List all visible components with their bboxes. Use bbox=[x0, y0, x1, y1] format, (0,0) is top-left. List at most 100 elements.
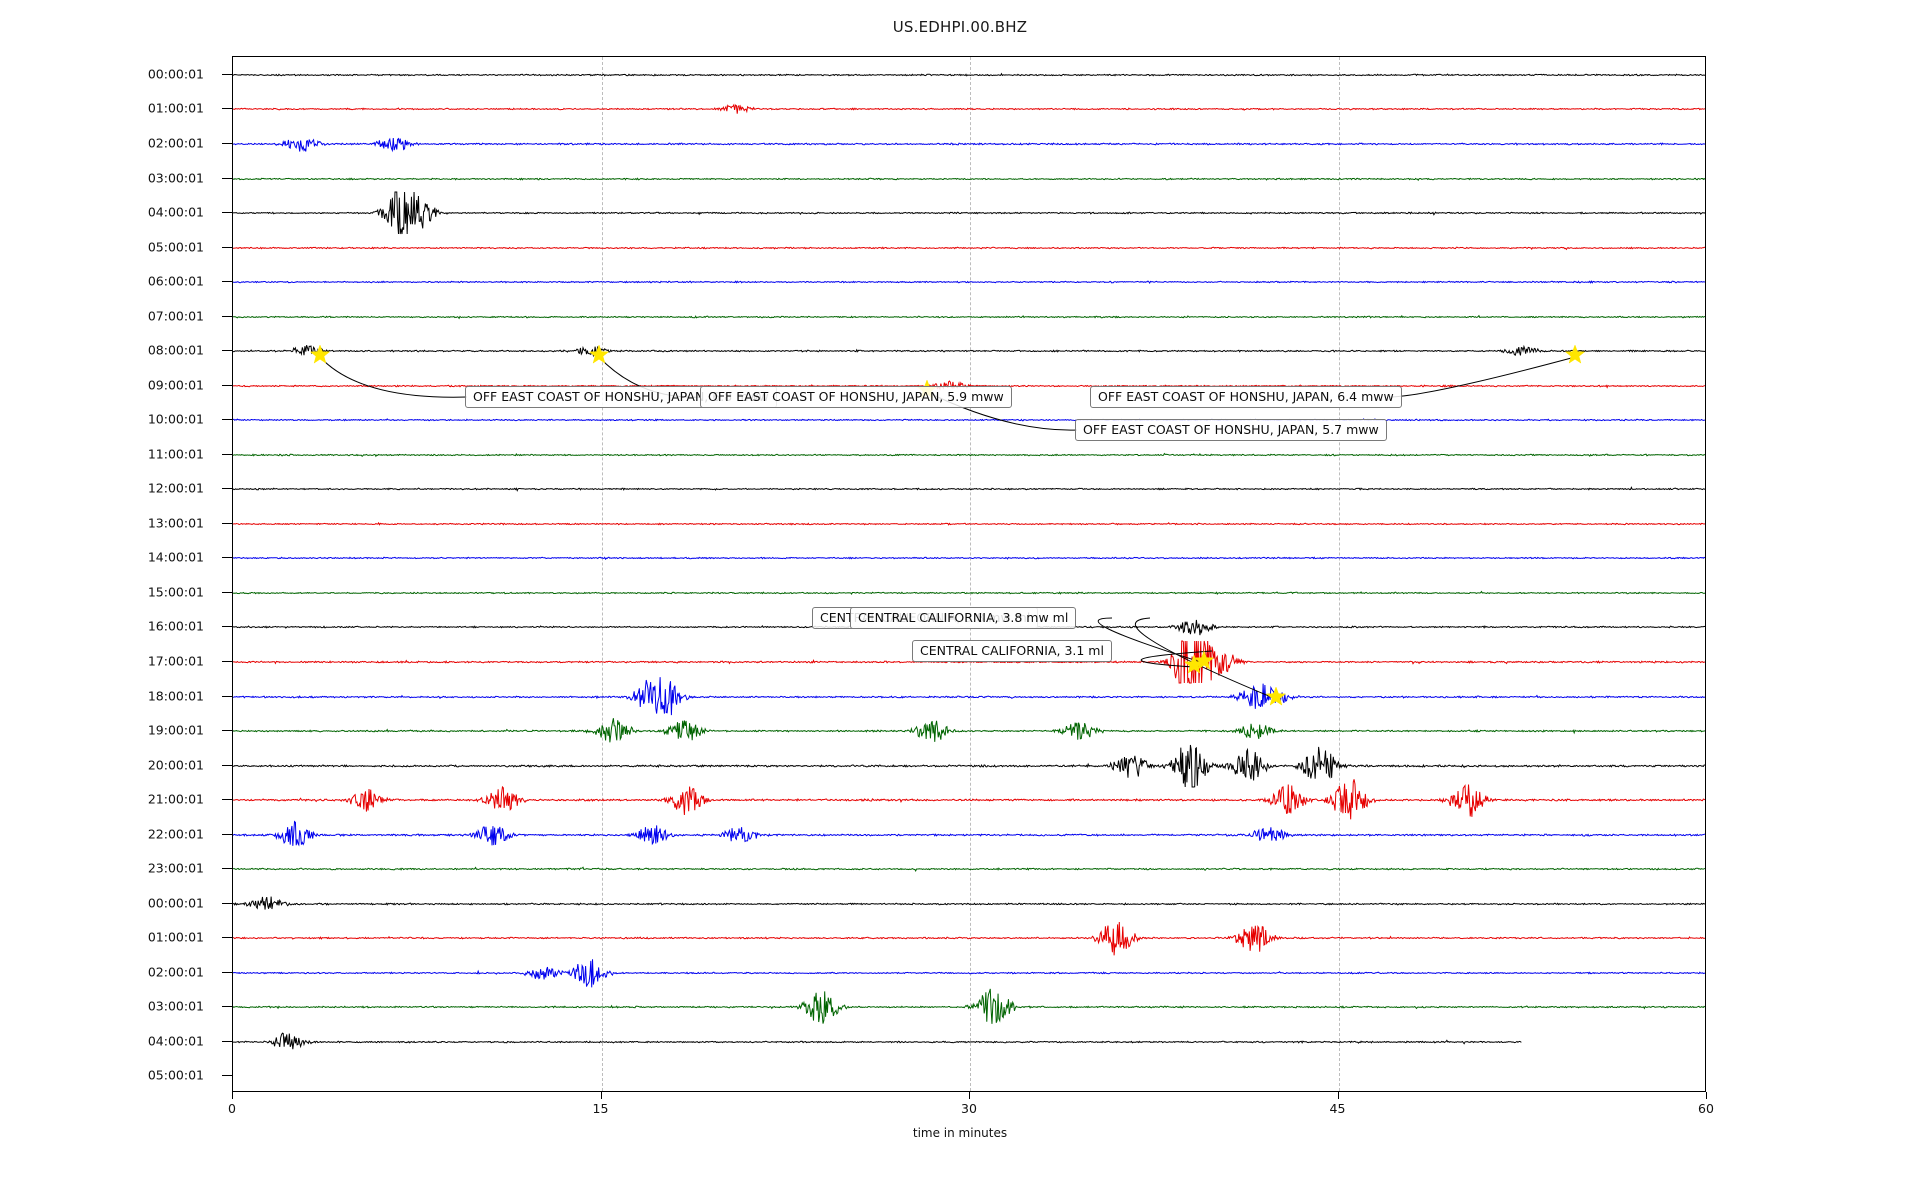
x-axis-tick bbox=[1706, 1092, 1707, 1099]
event-annotation[interactable]: OFF EAST COAST OF HONSHU, JAPAN, 5.7 mww bbox=[1075, 419, 1387, 442]
gridline-x-45 bbox=[1338, 57, 1340, 1091]
y-axis-tick-label: 02:00:01 bbox=[147, 964, 204, 980]
trace-row bbox=[233, 191, 1705, 235]
x-axis-tick-label: 45 bbox=[1329, 1101, 1346, 1116]
y-axis-tick bbox=[222, 557, 233, 559]
x-axis-tick bbox=[1337, 1092, 1339, 1099]
trace-row bbox=[233, 536, 1705, 580]
x-axis-tick-label: 30 bbox=[961, 1101, 977, 1116]
y-axis-tick-label: 04:00:01 bbox=[147, 1033, 204, 1049]
trace-row bbox=[233, 260, 1705, 304]
y-axis-tick-label: 05:00:01 bbox=[147, 239, 204, 255]
earthquake-star-icon bbox=[309, 344, 331, 370]
y-axis-tick bbox=[222, 902, 233, 904]
y-axis-tick-label: 11:00:01 bbox=[147, 446, 204, 462]
y-axis-tick bbox=[222, 350, 233, 352]
trace-row bbox=[233, 329, 1705, 373]
event-annotation[interactable]: OFF EAST COAST OF HONSHU, JAPAN, 6.8 mww bbox=[465, 386, 777, 409]
trace-row bbox=[233, 882, 1705, 926]
event-annotation[interactable]: OFF EAST COAST OF HONSHU, JAPAN, 6.4 mww bbox=[1090, 386, 1402, 409]
y-axis-tick bbox=[222, 419, 233, 421]
y-axis-tick-label: 22:00:01 bbox=[147, 826, 204, 842]
earthquake-star-icon bbox=[588, 344, 610, 370]
trace-row bbox=[233, 1020, 1705, 1064]
trace-row bbox=[233, 951, 1705, 995]
page-title: US.EDHPI.00.BHZ bbox=[892, 18, 1028, 36]
trace-row bbox=[233, 813, 1705, 857]
gridline-x-30 bbox=[970, 57, 971, 1091]
y-axis-tick bbox=[222, 384, 233, 386]
trace-row bbox=[233, 226, 1705, 270]
y-axis-tick-label: 20:00:01 bbox=[147, 757, 204, 773]
earthquake-star-icon bbox=[1564, 344, 1586, 370]
y-axis-tick bbox=[222, 695, 233, 697]
y-axis-tick-label: 12:00:01 bbox=[147, 480, 204, 496]
y-axis-tick bbox=[222, 143, 233, 145]
y-axis-tick-label: 21:00:01 bbox=[147, 791, 204, 807]
y-axis-tick bbox=[222, 971, 233, 973]
y-axis-tick-label: 03:00:01 bbox=[147, 170, 204, 186]
x-axis-tick-label: 60 bbox=[1698, 1101, 1714, 1116]
trace-row bbox=[233, 56, 1705, 97]
trace-row bbox=[233, 709, 1705, 753]
x-axis-tick-label: 15 bbox=[592, 1101, 609, 1116]
y-axis-tick-label: 00:00:01 bbox=[147, 66, 204, 82]
y-axis-tick-label: 19:00:01 bbox=[147, 722, 204, 738]
y-axis-tick bbox=[222, 212, 233, 214]
y-axis-tick bbox=[222, 488, 233, 490]
y-axis-tick-label: 23:00:01 bbox=[147, 860, 204, 876]
event-annotation[interactable]: CENTRAL CALIFORNIA, 3.1 ml bbox=[912, 640, 1112, 663]
trace-row bbox=[233, 916, 1705, 960]
trace-row bbox=[233, 675, 1705, 719]
trace-row bbox=[233, 157, 1705, 201]
y-axis-tick bbox=[222, 281, 233, 283]
trace-row bbox=[233, 502, 1705, 546]
y-axis-tick bbox=[222, 764, 233, 766]
earthquake-star-icon bbox=[1265, 686, 1287, 712]
y-axis-tick bbox=[222, 246, 233, 248]
y-axis-tick-label: 01:00:01 bbox=[147, 100, 204, 116]
y-axis-tick-label: 16:00:01 bbox=[147, 618, 204, 634]
event-annotation[interactable]: CENTRAL CALIFORNIA, 3.8 mw ml bbox=[850, 607, 1077, 630]
y-axis-tick bbox=[222, 937, 233, 939]
trace-row bbox=[233, 467, 1705, 511]
y-axis-tick bbox=[222, 73, 233, 75]
x-axis-title: time in minutes bbox=[912, 1126, 1008, 1140]
y-axis-tick-label: 06:00:01 bbox=[147, 273, 204, 289]
y-axis-tick bbox=[222, 833, 233, 835]
y-axis-tick bbox=[222, 591, 233, 593]
trace-row bbox=[233, 778, 1705, 822]
y-axis-tick-label: 17:00:01 bbox=[147, 653, 204, 669]
trace-row bbox=[233, 87, 1705, 131]
trace-row bbox=[233, 122, 1705, 166]
y-axis-tick bbox=[222, 868, 233, 870]
y-axis-tick-label: 07:00:01 bbox=[147, 308, 204, 324]
y-axis-tick-label: 10:00:01 bbox=[147, 411, 204, 427]
y-axis-tick-label: 03:00:01 bbox=[147, 998, 204, 1014]
y-axis-tick-label: 14:00:01 bbox=[147, 549, 204, 565]
y-axis-tick-label: 01:00:01 bbox=[147, 929, 204, 945]
trace-row bbox=[233, 571, 1705, 615]
y-axis-tick bbox=[222, 522, 233, 524]
plot-area bbox=[232, 56, 1706, 1092]
y-axis-tick-label: 00:00:01 bbox=[147, 895, 204, 911]
y-axis-tick-label: 08:00:01 bbox=[147, 342, 204, 358]
y-axis-tick-label: 18:00:01 bbox=[147, 688, 204, 704]
event-annotation[interactable]: OFF EAST COAST OF HONSHU, JAPAN, 5.9 mww bbox=[700, 386, 1012, 409]
x-axis-tick-label: 0 bbox=[228, 1101, 236, 1116]
y-axis-tick bbox=[222, 1040, 233, 1042]
y-axis-tick bbox=[222, 177, 233, 179]
y-axis-tick bbox=[222, 108, 233, 110]
y-axis-tick-label: 02:00:01 bbox=[147, 135, 204, 151]
trace-row bbox=[233, 847, 1705, 891]
y-axis-tick bbox=[222, 799, 233, 801]
trace-row bbox=[233, 985, 1705, 1029]
gridline-x-15 bbox=[601, 57, 603, 1091]
trace-row bbox=[233, 295, 1705, 339]
y-axis-tick bbox=[222, 1006, 233, 1008]
y-axis-tick bbox=[222, 730, 233, 732]
trace-row bbox=[233, 744, 1705, 788]
y-axis-tick bbox=[222, 626, 233, 628]
y-axis-tick-label: 15:00:01 bbox=[147, 584, 204, 600]
x-axis-tick bbox=[969, 1092, 970, 1099]
